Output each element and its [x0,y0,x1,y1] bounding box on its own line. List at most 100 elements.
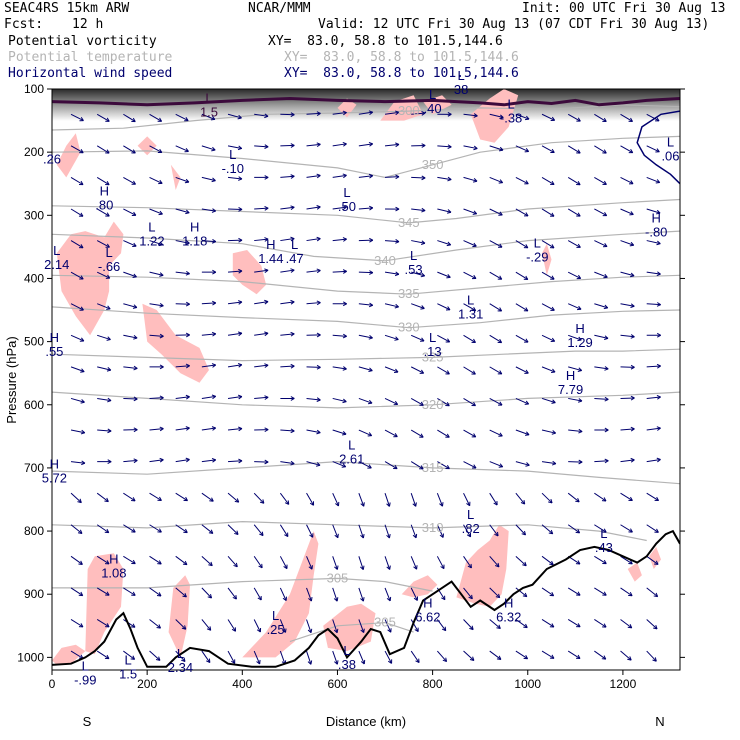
extremum-value-28: 6.62 [415,609,440,624]
wind-vector-248 [410,556,418,570]
wind-vector-212 [358,556,365,570]
wind-vector-123 [227,587,237,600]
wind-vector-188 [332,366,347,371]
wind-vector-412 [646,619,658,630]
wind-vector-303 [489,587,501,599]
wind-vector-26 [97,366,112,372]
wind-vector-128 [254,175,269,180]
x-tick-label-200: 200 [137,677,157,691]
wind-vector-154 [280,428,295,434]
wind-vector-358 [567,619,581,628]
wind-vector-217 [384,142,400,148]
wind-vector-178 [306,619,313,634]
wind-vector-167 [306,268,321,274]
wind-vector-31 [96,524,110,534]
wind-vector-56 [149,176,163,185]
extremum-kind-1: L [458,68,465,83]
extremum-kind-21: H [50,330,59,345]
field-xy-pv: XY= 83.0, 58.8 to 101.5,144.6 [268,34,503,49]
wind-vector-47 [123,458,138,464]
wind-vector-151 [280,331,295,337]
extremum-value-33: 1.5 [119,666,137,681]
extremum-kind-29: H [504,595,513,610]
wind-vector-114 [227,300,243,305]
wind-vector-45 [123,396,138,402]
wind-vector-208 [358,429,373,437]
theta-contour-320 [52,391,680,409]
theta-label-11: 305 [374,615,396,630]
wind-vector-309 [515,208,529,217]
wind-vector-235 [411,143,426,148]
wind-vector-203 [358,270,374,275]
extremum-value-25: .82 [462,521,480,536]
wind-vector-345 [567,208,581,217]
wind-vector-90 [201,113,216,121]
wind-vector-50 [123,555,136,565]
extremum-value-29: 6.32 [496,609,521,624]
extremum-value-23: 2.61 [339,452,364,467]
extremum-value-2: .40 [424,101,442,116]
extremum-value-1: 38 [454,82,468,97]
wind-vector-290 [489,176,504,184]
wind-vector-11 [70,460,86,466]
extremum-kind-17: L [410,248,417,263]
pv-region-11 [52,644,86,665]
wind-vector-97 [201,331,217,337]
theta-contour-310 [52,520,647,542]
pv-region-0 [56,133,81,178]
wind-vector-22 [96,240,110,248]
wind-vector-378 [620,113,633,122]
wind-vector-338 [541,555,554,566]
wind-vector-388 [620,426,635,432]
wind-vector-49 [123,524,136,533]
extremum-value-18: 1.31 [458,306,483,321]
field-name-wind: Horizontal wind speed [8,66,173,81]
wind-vector-206 [358,366,373,373]
wind-speed-contour [636,110,680,185]
wind-vector-38 [123,176,136,185]
wind-vector-326 [541,176,555,186]
extremum-value-7: .50 [338,199,356,214]
wind-vector-185 [332,269,347,274]
extremum-kind-13: L [53,243,60,258]
wind-vector-337 [541,524,554,535]
wind-vector-366 [594,303,609,310]
wind-vector-297 [489,398,503,406]
wind-vector-18 [96,113,110,122]
wind-vector-94 [201,238,217,244]
wind-vector-266 [436,556,445,570]
theta-label-4: 335 [398,286,420,301]
extremum-kind-34: L [82,659,89,674]
wind-vector-283 [463,524,472,538]
y-axis-title: Pressure (hPa) [4,336,19,423]
wind-vector-317 [515,461,530,467]
wind-vector-224 [384,366,399,374]
wind-vector-254 [437,176,452,182]
wind-vector-293 [489,271,503,280]
wind-vector-305 [489,650,502,660]
wind-vector-140 [253,556,263,569]
wind-vector-137 [254,459,269,465]
wind-vector-76 [175,240,190,245]
wind-vector-93 [201,208,217,213]
wind-vector-278 [463,366,476,375]
wind-vector-156 [279,492,290,505]
wind-vector-166 [306,236,321,242]
wind-vector-205 [358,334,373,340]
extremum-value-5: .26 [43,152,61,167]
wind-vector-221 [384,271,400,277]
wind-vector-395 [620,650,632,661]
wind-vector-325 [541,145,555,154]
wind-vector-302 [489,555,500,568]
wind-vector-308 [515,176,529,185]
wind-vector-102 [201,492,214,502]
wind-vector-269 [436,650,448,663]
wind-vector-133 [254,331,269,337]
wind-vector-21 [96,208,110,217]
y-tick-label-800: 800 [24,524,44,538]
wind-vector-100 [201,426,217,431]
wind-vector-197 [332,650,339,665]
extremum-value-6: -.10 [222,161,244,176]
pv-region-2 [337,98,357,118]
theta-contour-303 [289,621,414,643]
